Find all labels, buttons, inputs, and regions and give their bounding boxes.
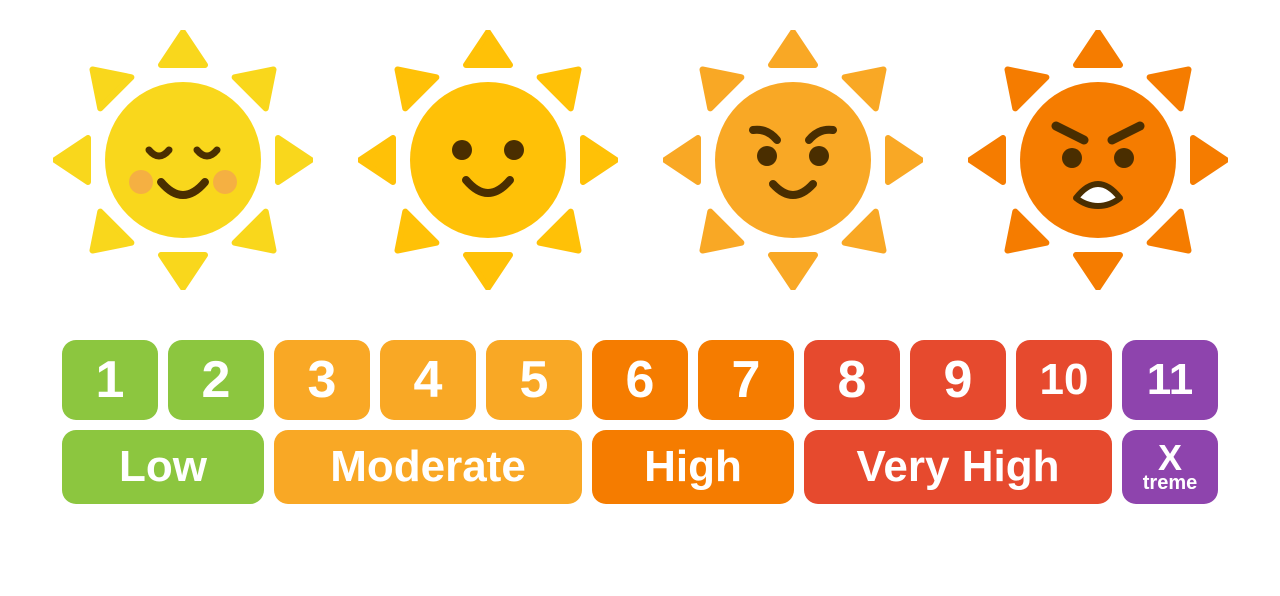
uv-number-10: 10 xyxy=(1016,340,1112,420)
uv-label: Moderate xyxy=(274,430,582,504)
sun-very-high xyxy=(958,20,1238,300)
uv-number-7: 7 xyxy=(698,340,794,420)
suns-row xyxy=(40,20,1240,300)
uv-number-4: 4 xyxy=(380,340,476,420)
uv-number-8: 8 xyxy=(804,340,900,420)
uv-label: Xtreme xyxy=(1122,430,1218,504)
scale-labels: LowModerateHighVery HighXtreme xyxy=(40,430,1240,504)
uv-number-6: 6 xyxy=(592,340,688,420)
uv-number-11: 11 xyxy=(1122,340,1218,420)
uv-label: High xyxy=(592,430,794,504)
uv-number-3: 3 xyxy=(274,340,370,420)
sun-high xyxy=(653,20,933,300)
uv-number-5: 5 xyxy=(486,340,582,420)
uv-label: Low xyxy=(62,430,264,504)
uv-number-1: 1 xyxy=(62,340,158,420)
scale-numbers: 1234567891011 xyxy=(40,340,1240,420)
uv-number-9: 9 xyxy=(910,340,1006,420)
uv-number-2: 2 xyxy=(168,340,264,420)
uv-label: Very High xyxy=(804,430,1112,504)
sun-moderate xyxy=(348,20,628,300)
sun-low xyxy=(43,20,323,300)
